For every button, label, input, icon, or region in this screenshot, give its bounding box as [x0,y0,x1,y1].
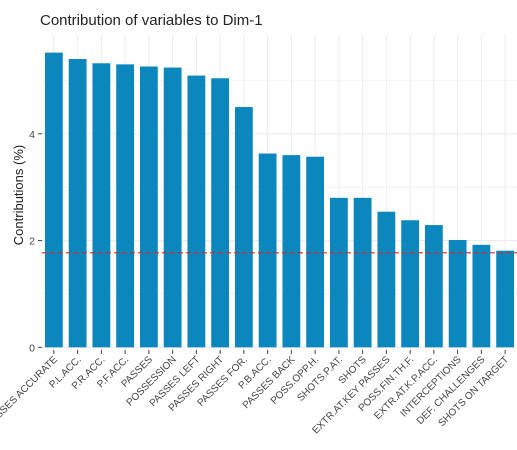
bar [68,59,87,348]
x-axis: PASSES ACCURATEP.L.ACC.P.R.ACC.P.F.ACC.P… [0,350,511,436]
bar [139,66,158,348]
chart-title: Contribution of variables to Dim-1 [40,12,263,29]
bar [282,155,301,348]
bar [496,250,515,348]
bar [353,197,372,348]
bar [92,63,111,348]
bar [44,52,63,348]
bar [401,220,420,348]
bar [211,78,230,348]
bar [116,64,135,348]
y-tick-label: 2 [29,236,35,248]
bar [472,244,491,348]
bar [424,225,443,348]
bar [329,197,348,348]
y-tick-label: 0 [29,342,35,354]
y-axis: 0 2 4 [29,129,42,354]
gridlines [42,35,517,350]
bars-group [44,52,515,348]
bar [234,107,253,348]
x-tick-label: PASSES ACCURATE [0,354,60,430]
bar [187,75,206,348]
bar [377,211,396,348]
y-tick-label: 4 [29,129,35,141]
bar [163,67,182,348]
y-axis-label: Contributions (%) [11,145,26,245]
bar [258,153,277,348]
bar [448,240,467,348]
bar [306,156,325,348]
